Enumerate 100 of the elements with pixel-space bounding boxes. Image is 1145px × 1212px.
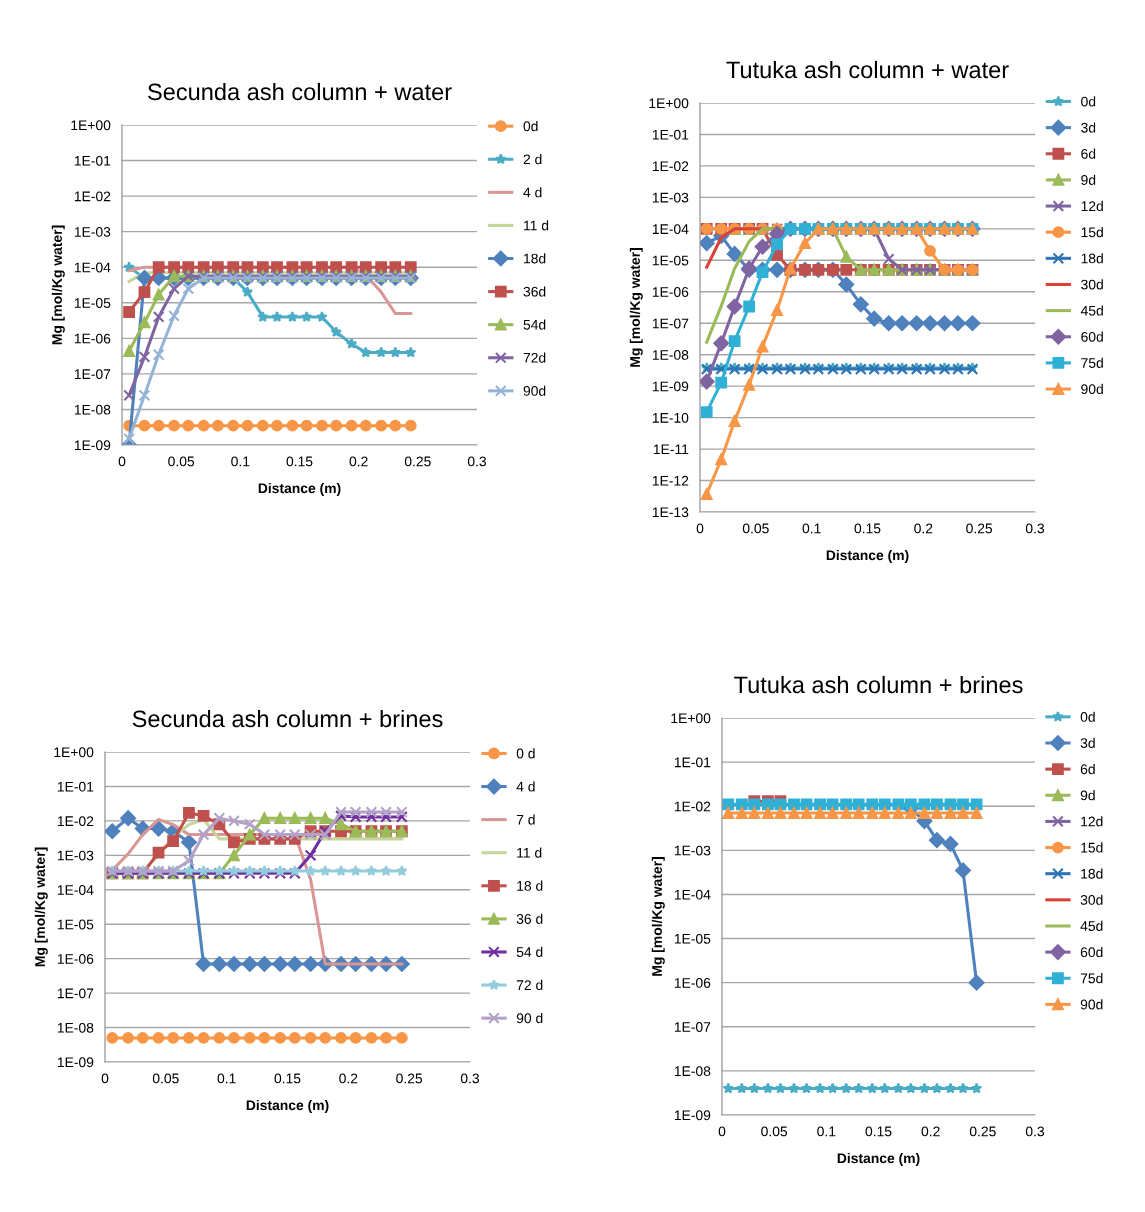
legend-label: 6d [1080,763,1095,775]
y-tick-label: 1E+00 [649,98,689,109]
legend-label: 2 d [523,154,542,165]
chart-title: Tutuka ash column + water [726,60,1009,79]
x-tick-label: 0 [718,1126,726,1137]
y-tick-label: 1E-07 [57,988,94,999]
y-tick-label: 1E-05 [74,298,111,308]
y-tick-label: 1E-01 [674,757,711,768]
legend-label: 12d [1081,816,1103,827]
y-tick-label: 1E-07 [674,1022,711,1032]
legend-label: 36d [523,286,546,297]
x-tick-label: 0.2 [339,1073,358,1084]
y-tick-label: 1E-11 [653,444,689,455]
y-tick-label: 1E-04 [74,262,111,273]
chart-title: Tutuka ash column + brines [734,675,1023,694]
legend-label: 18d [1081,868,1103,879]
y-tick-label: 1E-05 [674,933,711,944]
legend-label: 90d [523,385,546,396]
legend-label: 15d [1081,226,1103,238]
y-tick-label: 1E+00 [71,120,111,131]
y-tick-label: 1E-09 [74,440,111,451]
y-tick-label: 1E-09 [57,1057,94,1068]
y-tick-label: 1E-04 [57,885,94,895]
x-tick-label: 0.05 [152,1073,179,1084]
y-tick-label: 1E-08 [674,1066,711,1077]
legend-label: 54d [523,319,546,330]
y-tick-label: 1E-10 [652,412,689,423]
y-tick-label: 1E-03 [674,845,711,856]
y-tick-label: 1E-07 [74,369,111,380]
y-tick-label: 1E-02 [674,801,711,812]
legend-label: 72 d [516,979,543,991]
legend-label: 18d [1081,253,1103,264]
x-tick-label: 0.3 [1025,1126,1045,1137]
y-tick-label: 1E-03 [74,227,111,237]
y-tick-label: 1E-13 [652,507,689,518]
y-tick-label: 1E-01 [652,129,689,140]
x-tick-label: 0.2 [921,1126,940,1137]
y-tick-label: 1E-07 [652,318,689,329]
legend-label: 36 d [516,913,543,924]
x-tick-label: 0 [696,523,704,534]
y-tick-label: 1E-12 [652,475,689,486]
x-tick-label: 0.15 [274,1073,301,1084]
legend-label: 4 d [516,781,535,792]
legend-label: 11 d [524,220,549,231]
x-tick-label: 0.3 [1025,523,1045,534]
chart-title: Secunda ash column + water [148,82,452,101]
x-axis-title: Distance (m) [837,1152,920,1166]
y-tick-label: 1E+00 [54,747,94,758]
legend-label: 15d [1081,842,1103,853]
legend-label: 0d [1081,96,1096,107]
y-tick-label: 1E-08 [57,1022,94,1033]
legend-label: 7 d [516,814,535,825]
x-tick-label: 0.05 [742,523,769,534]
x-tick-label: 0.25 [969,1126,996,1137]
x-tick-label: 0.2 [349,456,368,467]
x-tick-label: 0.3 [460,1073,480,1084]
legend-label: 60d [1081,331,1103,342]
x-tick-label: 0.25 [404,456,431,467]
y-tick-label: 1E-05 [652,255,689,266]
y-axis-title: Mg [mol/Kg water] [651,857,665,976]
x-tick-label: 0.1 [231,456,250,467]
x-tick-label: 0.1 [217,1073,236,1084]
legend-label: 9d [1081,174,1096,185]
x-tick-label: 0.25 [396,1073,423,1084]
legend-label: 9d [1080,790,1095,801]
x-tick-label: 0.15 [286,456,313,467]
y-axis-title: Mg [mol/Kg water] [34,847,48,967]
y-tick-label: 1E-05 [57,919,94,930]
legend-label: 0 d [516,748,535,759]
legend-label: 18 d [517,880,543,891]
x-axis-title: Distance (m) [246,1099,329,1113]
x-tick-label: 0.2 [914,523,933,534]
legend-label: 54 d [516,946,543,957]
y-axis-title: Mg [mol/Kg water] [51,225,65,345]
x-tick-label: 0.1 [817,1126,836,1137]
legend-label: 90 d [516,1012,543,1024]
y-tick-label: 1E-01 [57,781,94,792]
x-tick-label: 0.05 [168,456,195,467]
y-tick-label: 1E-06 [674,978,711,988]
y-tick-label: 1E-03 [57,850,94,861]
y-tick-label: 1E+00 [671,713,711,724]
legend-label: 30d [1081,279,1103,290]
legend-label: 3d [1081,122,1096,133]
legend-label: 18d [524,253,546,264]
legend-label: 75d [1080,973,1103,984]
legend-label: 6d [1081,148,1096,159]
legend-label: 60d [1080,946,1103,958]
legend-label: 0d [1080,711,1095,722]
y-tick-label: 1E-04 [652,224,689,235]
legend-label: 30d [1080,894,1103,905]
x-tick-label: 0 [118,456,126,467]
y-tick-label: 1E-03 [652,192,689,203]
y-tick-label: 1E-06 [652,287,689,297]
y-tick-label: 1E-01 [74,155,111,166]
y-tick-label: 1E-06 [74,333,111,344]
y-tick-label: 1E-09 [674,1110,711,1121]
x-axis-title: Distance (m) [258,482,341,496]
x-axis-title: Distance (m) [826,549,909,563]
legend-label: 11 d [517,847,542,858]
legend-label: 0d [523,120,538,132]
